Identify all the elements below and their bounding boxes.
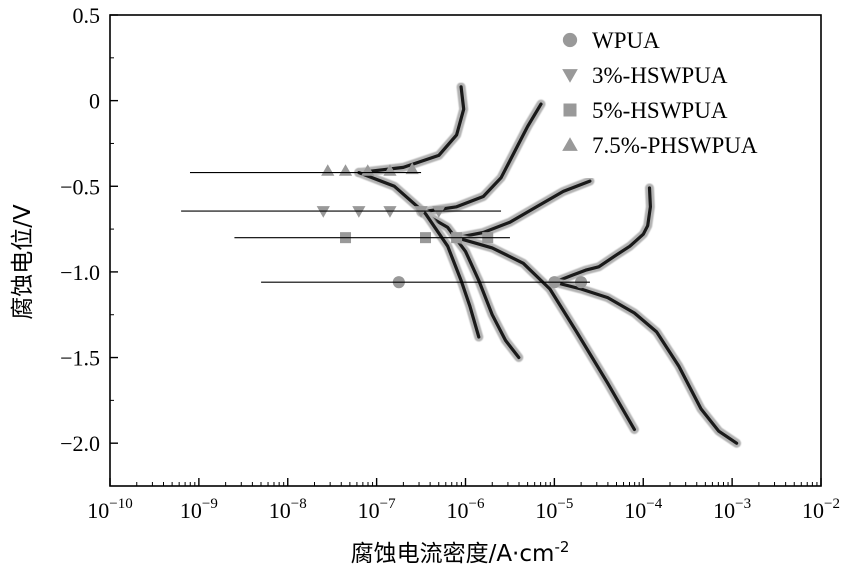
- x-tick-label: 10−8: [269, 496, 307, 523]
- curves-layer: [354, 82, 742, 448]
- 7-5-phswpua-anodic-curve: [357, 85, 466, 175]
- legend-label-3-hswpua: 3%-HSWPUA: [592, 63, 728, 88]
- 3-hswpua-cathodic-curve: [419, 210, 521, 360]
- legend-marker-5-hswpua: [563, 103, 577, 117]
- fit-lines-layer: [181, 172, 590, 283]
- legend: WPUA 3%-HSWPUA 5%-HSWPUA 7.5%-PHSWPUA: [562, 28, 758, 158]
- x-axis-title-text: 腐蚀电流密度/A·cm: [351, 541, 555, 567]
- 7-5-phswpua-cathodic-curve: [357, 171, 481, 339]
- y-axis-title: 腐蚀电位/V: [10, 204, 36, 320]
- 7-5-phswpua-anodic-halo: [354, 82, 469, 178]
- x-axis-title-sup: -2: [554, 538, 569, 556]
- wpua-anodic-halo: [549, 183, 655, 287]
- 7-5-phswpua-marker: [338, 164, 353, 176]
- 3-hswpua-marker: [414, 206, 428, 218]
- x-tick-label: 10−3: [713, 496, 751, 523]
- y-tick-label: −1.5: [60, 346, 100, 371]
- 7-5-phswpua-marker: [321, 164, 335, 176]
- y-tick-label: −2.0: [60, 431, 100, 456]
- legend-label-7-5-phswpua: 7.5%-PHSWPUA: [592, 133, 758, 158]
- wpua-anodic-curve: [552, 186, 652, 284]
- y-tick-label: −1.0: [60, 260, 100, 285]
- markers-layer: [316, 162, 588, 289]
- legend-marker-wpua: [562, 32, 578, 48]
- 3-hswpua-marker: [383, 206, 397, 218]
- 7-5-phswpua-marker: [405, 162, 419, 175]
- y-tick-label: −0.5: [60, 174, 100, 199]
- 7-5-phswpua-cathodic-halo: [354, 168, 484, 342]
- legend-marker-7-5-phswpua: [562, 137, 578, 151]
- x-tick-label: 10−4: [624, 496, 662, 523]
- wpua-cathodic-curve: [552, 280, 739, 445]
- 5-hswpua-anodic-curve: [455, 179, 592, 240]
- x-tick-label: 10−6: [447, 496, 485, 523]
- 5-hswpua-cathodic-halo: [452, 233, 639, 434]
- 3-hswpua-anodic-curve: [419, 102, 543, 214]
- x-axis-title: 腐蚀电流密度/A·cm-2: [351, 538, 570, 567]
- x-tick-label: 10−7: [358, 496, 396, 523]
- 3-hswpua-marker: [432, 206, 446, 218]
- ticks-layer: 10−10 10−9 10−8 10−7 10−6 10−5 10−4 10−3 10−2 0.5…: [60, 3, 840, 523]
- x-tick-label: 10−5: [535, 496, 573, 523]
- 3-hswpua-marker: [352, 206, 366, 218]
- legend-label-5-hswpua: 5%-HSWPUA: [592, 98, 728, 123]
- x-tick-label: 10−10: [87, 496, 132, 523]
- y-tick-label: 0: [89, 89, 100, 114]
- legend-marker-3-hswpua: [562, 69, 578, 83]
- 5-hswpua-cathodic-curve: [455, 236, 636, 432]
- y-tick-label: 0.5: [73, 3, 101, 28]
- legend-label-wpua: WPUA: [592, 28, 660, 53]
- x-tick-label: 10−9: [180, 496, 218, 523]
- 3-hswpua-marker: [316, 206, 330, 218]
- x-tick-label: 10−2: [802, 496, 840, 523]
